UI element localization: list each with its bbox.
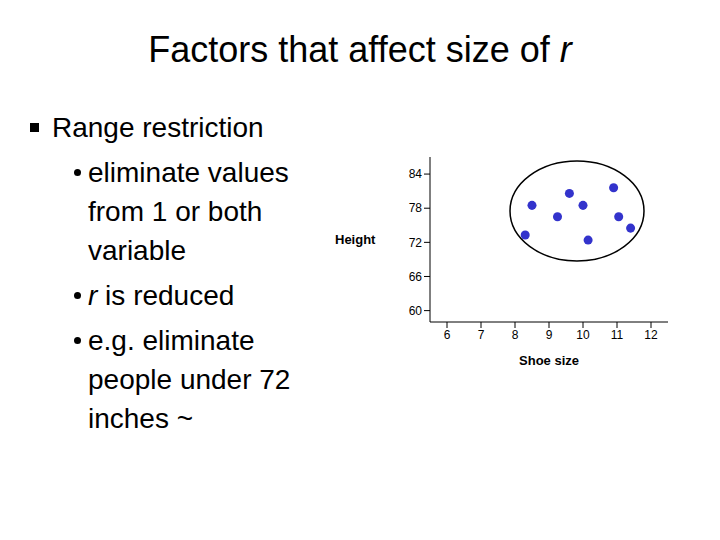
svg-text:Shoe size: Shoe size <box>519 353 579 368</box>
svg-text:11: 11 <box>611 328 624 342</box>
svg-text:Height: Height <box>335 232 376 247</box>
svg-text:7: 7 <box>478 328 485 342</box>
svg-text:8: 8 <box>512 328 519 342</box>
html-text:inches ~: inches ~ <box>88 403 194 434</box>
svg-text:9: 9 <box>546 328 553 342</box>
svg-text:12: 12 <box>644 328 658 342</box>
html-text:eliminate values: eliminate values <box>88 157 289 188</box>
svg-text:60: 60 <box>409 304 423 318</box>
svg-text:66: 66 <box>409 270 423 284</box>
html-text:r is reduced: r is reduced <box>88 280 235 311</box>
svg-text:6: 6 <box>444 328 451 342</box>
html-text:variable: variable <box>88 235 187 266</box>
svg-text:72: 72 <box>409 236 423 250</box>
html-text:people under 72: people under 72 <box>88 364 291 395</box>
html-text:from 1 or both: from 1 or both <box>88 196 263 227</box>
html-text:Factors that affect size of r: Factors that affect size of r <box>148 29 572 70</box>
html-text:e.g. eliminate: e.g. eliminate <box>88 325 255 356</box>
svg-text:78: 78 <box>409 201 423 215</box>
svg-text:10: 10 <box>576 328 590 342</box>
html-text:Range restriction: Range restriction <box>52 112 264 143</box>
svg-text:84: 84 <box>409 167 423 181</box>
